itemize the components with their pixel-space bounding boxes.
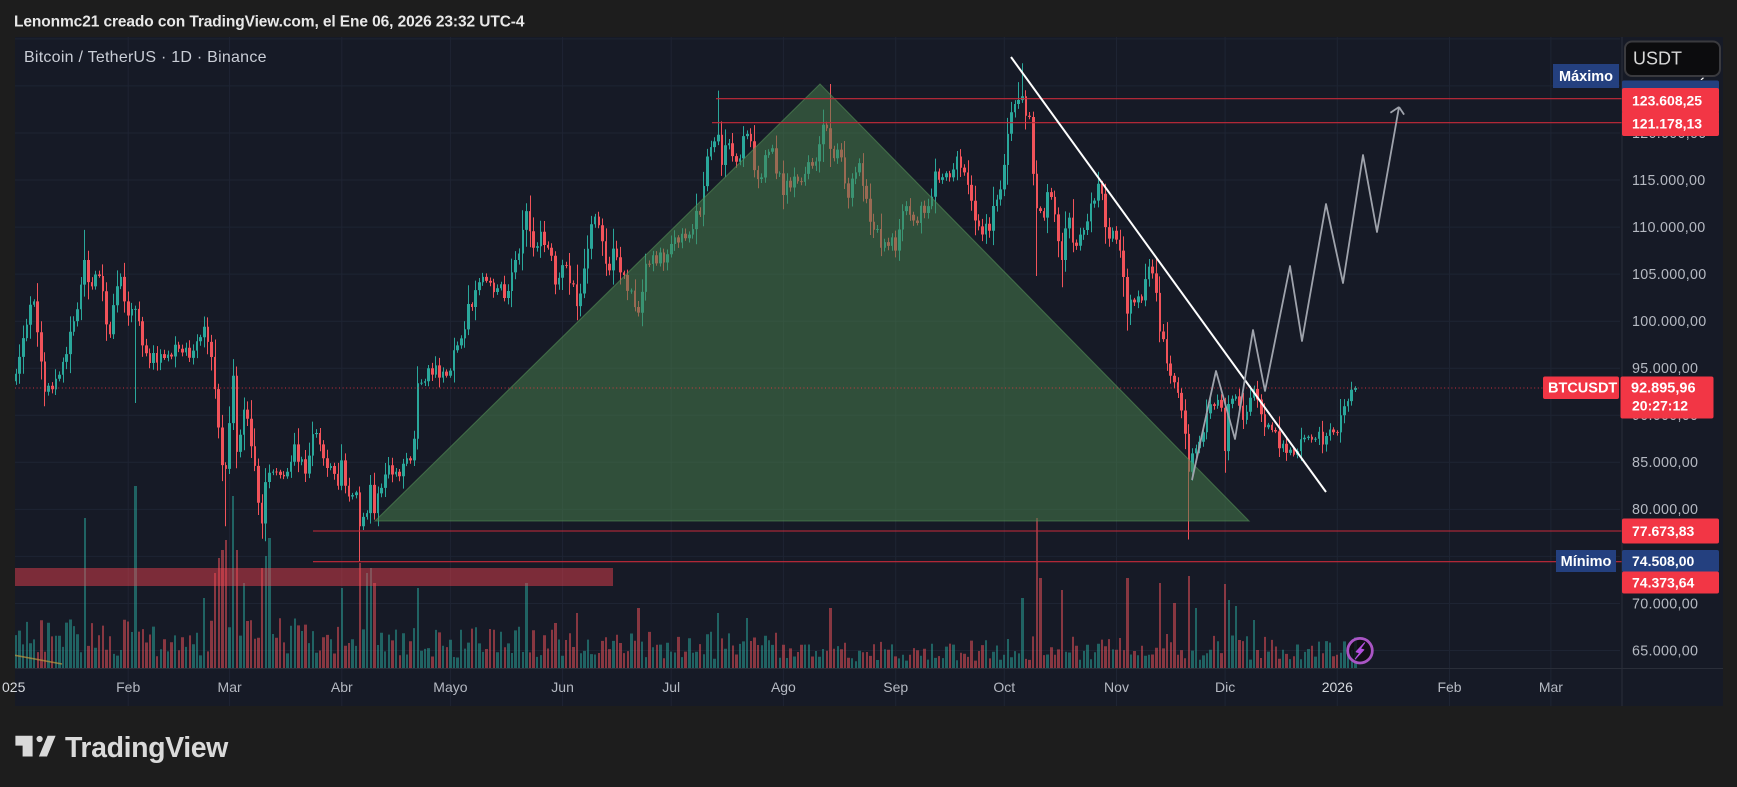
svg-text:Oct: Oct <box>993 679 1015 695</box>
svg-text:Lenonmc21 creado con TradingVi: Lenonmc21 creado con TradingView.com, el… <box>14 14 525 31</box>
svg-text:Feb: Feb <box>116 679 140 695</box>
svg-text:TradingView: TradingView <box>65 732 229 764</box>
svg-text:Mar: Mar <box>1539 679 1563 695</box>
svg-text:20:27:12: 20:27:12 <box>1632 398 1688 414</box>
svg-text:Sep: Sep <box>883 679 908 695</box>
svg-text:95.000,00: 95.000,00 <box>1632 361 1698 377</box>
svg-text:Bitcoin / TetherUS · 1D · Bina: Bitcoin / TetherUS · 1D · Binance <box>24 49 267 66</box>
svg-text:Abr: Abr <box>331 679 353 695</box>
svg-text:´: ´ <box>1700 75 1705 91</box>
svg-text:92.895,96: 92.895,96 <box>1631 381 1696 397</box>
svg-text:Dic: Dic <box>1215 679 1235 695</box>
svg-text:Mayo: Mayo <box>433 679 467 695</box>
svg-text:Nov: Nov <box>1104 679 1129 695</box>
svg-text:80.000,00: 80.000,00 <box>1632 502 1698 518</box>
svg-text:70.000,00: 70.000,00 <box>1632 596 1698 612</box>
svg-text:Mar: Mar <box>218 679 242 695</box>
svg-text:025: 025 <box>2 679 26 695</box>
svg-text:Máximo: Máximo <box>1559 69 1613 85</box>
svg-text:Mínimo: Mínimo <box>1561 554 1612 570</box>
svg-text:Jul: Jul <box>662 679 680 695</box>
svg-text:74.373,64: 74.373,64 <box>1632 575 1694 591</box>
svg-text:110.000,00: 110.000,00 <box>1632 220 1706 236</box>
svg-text:2026: 2026 <box>1322 679 1353 695</box>
svg-text:65.000,00: 65.000,00 <box>1632 643 1698 659</box>
svg-text:Jun: Jun <box>551 679 574 695</box>
svg-text:BTCUSDT: BTCUSDT <box>1548 381 1617 397</box>
svg-text:100.000,00: 100.000,00 <box>1632 314 1707 330</box>
svg-text:105.000,00: 105.000,00 <box>1632 267 1707 283</box>
svg-text:74.508,00: 74.508,00 <box>1632 553 1694 569</box>
svg-text:Ago: Ago <box>771 679 796 695</box>
svg-text:Feb: Feb <box>1437 679 1461 695</box>
svg-text:77.673,83: 77.673,83 <box>1632 523 1694 539</box>
svg-text:121.178,13: 121.178,13 <box>1632 116 1702 132</box>
svg-text:USDT: USDT <box>1633 49 1682 69</box>
svg-text:85.000,00: 85.000,00 <box>1632 455 1698 471</box>
svg-text:115.000,00: 115.000,00 <box>1632 173 1706 189</box>
svg-text:123.608,25: 123.608,25 <box>1632 93 1702 109</box>
